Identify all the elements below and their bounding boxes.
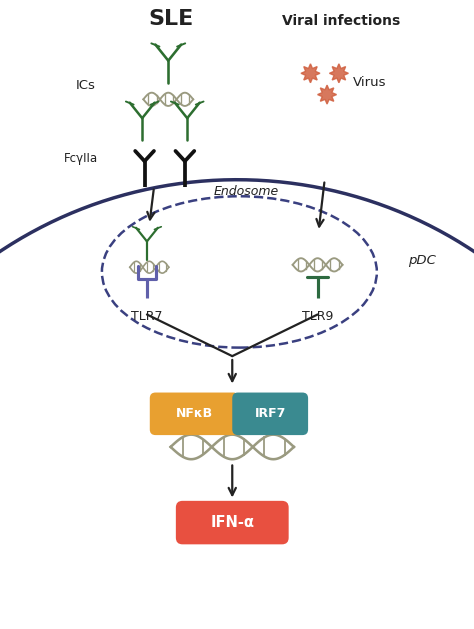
Text: IRF7: IRF7 [255,408,286,420]
Text: TLR7: TLR7 [131,309,163,323]
Text: Viral infections: Viral infections [282,14,401,28]
FancyBboxPatch shape [232,392,308,435]
Text: FcγIIa: FcγIIa [64,152,98,165]
Text: SLE: SLE [148,9,193,30]
FancyBboxPatch shape [176,501,289,544]
Text: Endosome: Endosome [214,185,279,198]
Text: IFN-α: IFN-α [210,515,254,530]
Polygon shape [329,64,348,83]
FancyBboxPatch shape [150,392,239,435]
Text: TLR9: TLR9 [302,309,333,323]
Text: NFκB: NFκB [176,408,213,420]
Text: Virus: Virus [353,76,387,89]
Polygon shape [318,85,337,104]
Text: pDC: pDC [408,253,436,267]
Text: ICs: ICs [76,79,96,92]
Polygon shape [301,64,320,83]
